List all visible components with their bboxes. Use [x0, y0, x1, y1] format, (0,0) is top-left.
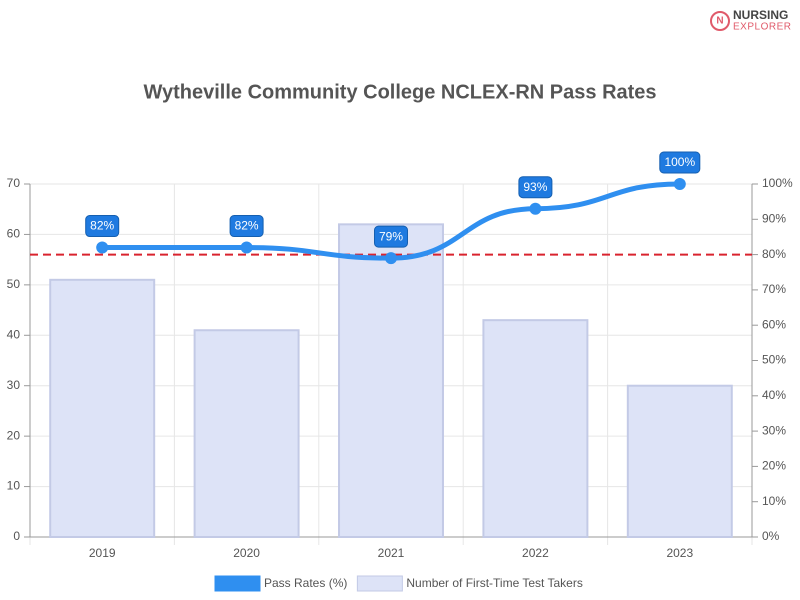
- legend-label: Pass Rates (%): [264, 576, 347, 590]
- x-tick-label: 2021: [378, 546, 405, 560]
- value-label-box: [229, 215, 264, 238]
- value-label-box: [659, 151, 701, 174]
- brand-line1: NURSING: [733, 8, 788, 22]
- bar: [49, 278, 156, 538]
- bar: [482, 319, 589, 538]
- y-tick-label: 50: [7, 277, 21, 291]
- y2-tick-label: 60%: [762, 317, 786, 331]
- value-label-box: [374, 225, 408, 248]
- y2-tick-label: 100%: [762, 176, 793, 190]
- y2-tick-label: 20%: [762, 459, 786, 473]
- y-tick-label: 0: [13, 529, 20, 543]
- y-tick-label: 40: [7, 327, 21, 341]
- legend-swatch: [356, 575, 403, 592]
- point: [385, 252, 397, 265]
- y-tick-label: 10: [7, 479, 21, 493]
- y-tick-label: 70: [7, 176, 21, 190]
- y2-tick-label: 30%: [762, 423, 786, 437]
- value-label-box: [85, 215, 120, 238]
- y-tick-label: 60: [7, 227, 21, 241]
- value-label: 93%: [523, 180, 547, 194]
- y-tick-label: 30: [7, 378, 21, 392]
- point: [240, 241, 253, 254]
- x-tick-label: 2020: [233, 546, 260, 560]
- brand-icon: [710, 11, 730, 31]
- point: [673, 178, 686, 190]
- y2-tick-label: 50%: [762, 353, 786, 367]
- bar: [626, 384, 733, 539]
- y2-tick-label: 80%: [762, 247, 786, 261]
- chart-title: Wytheville Community College NCLEX-RN Pa…: [143, 81, 656, 103]
- point: [529, 202, 542, 215]
- x-tick-label: 2019: [89, 546, 116, 560]
- legend-label: Number of First-Time Test Takers: [406, 576, 582, 590]
- brand-icon-letter: N: [716, 16, 723, 27]
- value-label: 82%: [90, 219, 114, 233]
- value-label: 82%: [235, 219, 259, 233]
- value-label: 79%: [379, 229, 403, 243]
- y2-tick-label: 10%: [762, 494, 786, 508]
- x-tick-label: 2022: [522, 546, 549, 560]
- y-tick-label: 20: [7, 428, 21, 442]
- y2-tick-label: 0%: [762, 529, 780, 543]
- x-tick-label: 2023: [666, 546, 693, 560]
- y2-tick-label: 70%: [762, 282, 786, 296]
- bar: [338, 223, 444, 538]
- legend-swatch: [214, 575, 261, 592]
- brand-line2: EXPLORER: [733, 22, 791, 33]
- y2-tick-label: 40%: [762, 388, 786, 402]
- y2-tick-label: 90%: [762, 211, 786, 225]
- value-label-box: [518, 176, 553, 199]
- point: [96, 241, 109, 254]
- bar: [193, 329, 300, 538]
- value-label: 100%: [664, 155, 695, 169]
